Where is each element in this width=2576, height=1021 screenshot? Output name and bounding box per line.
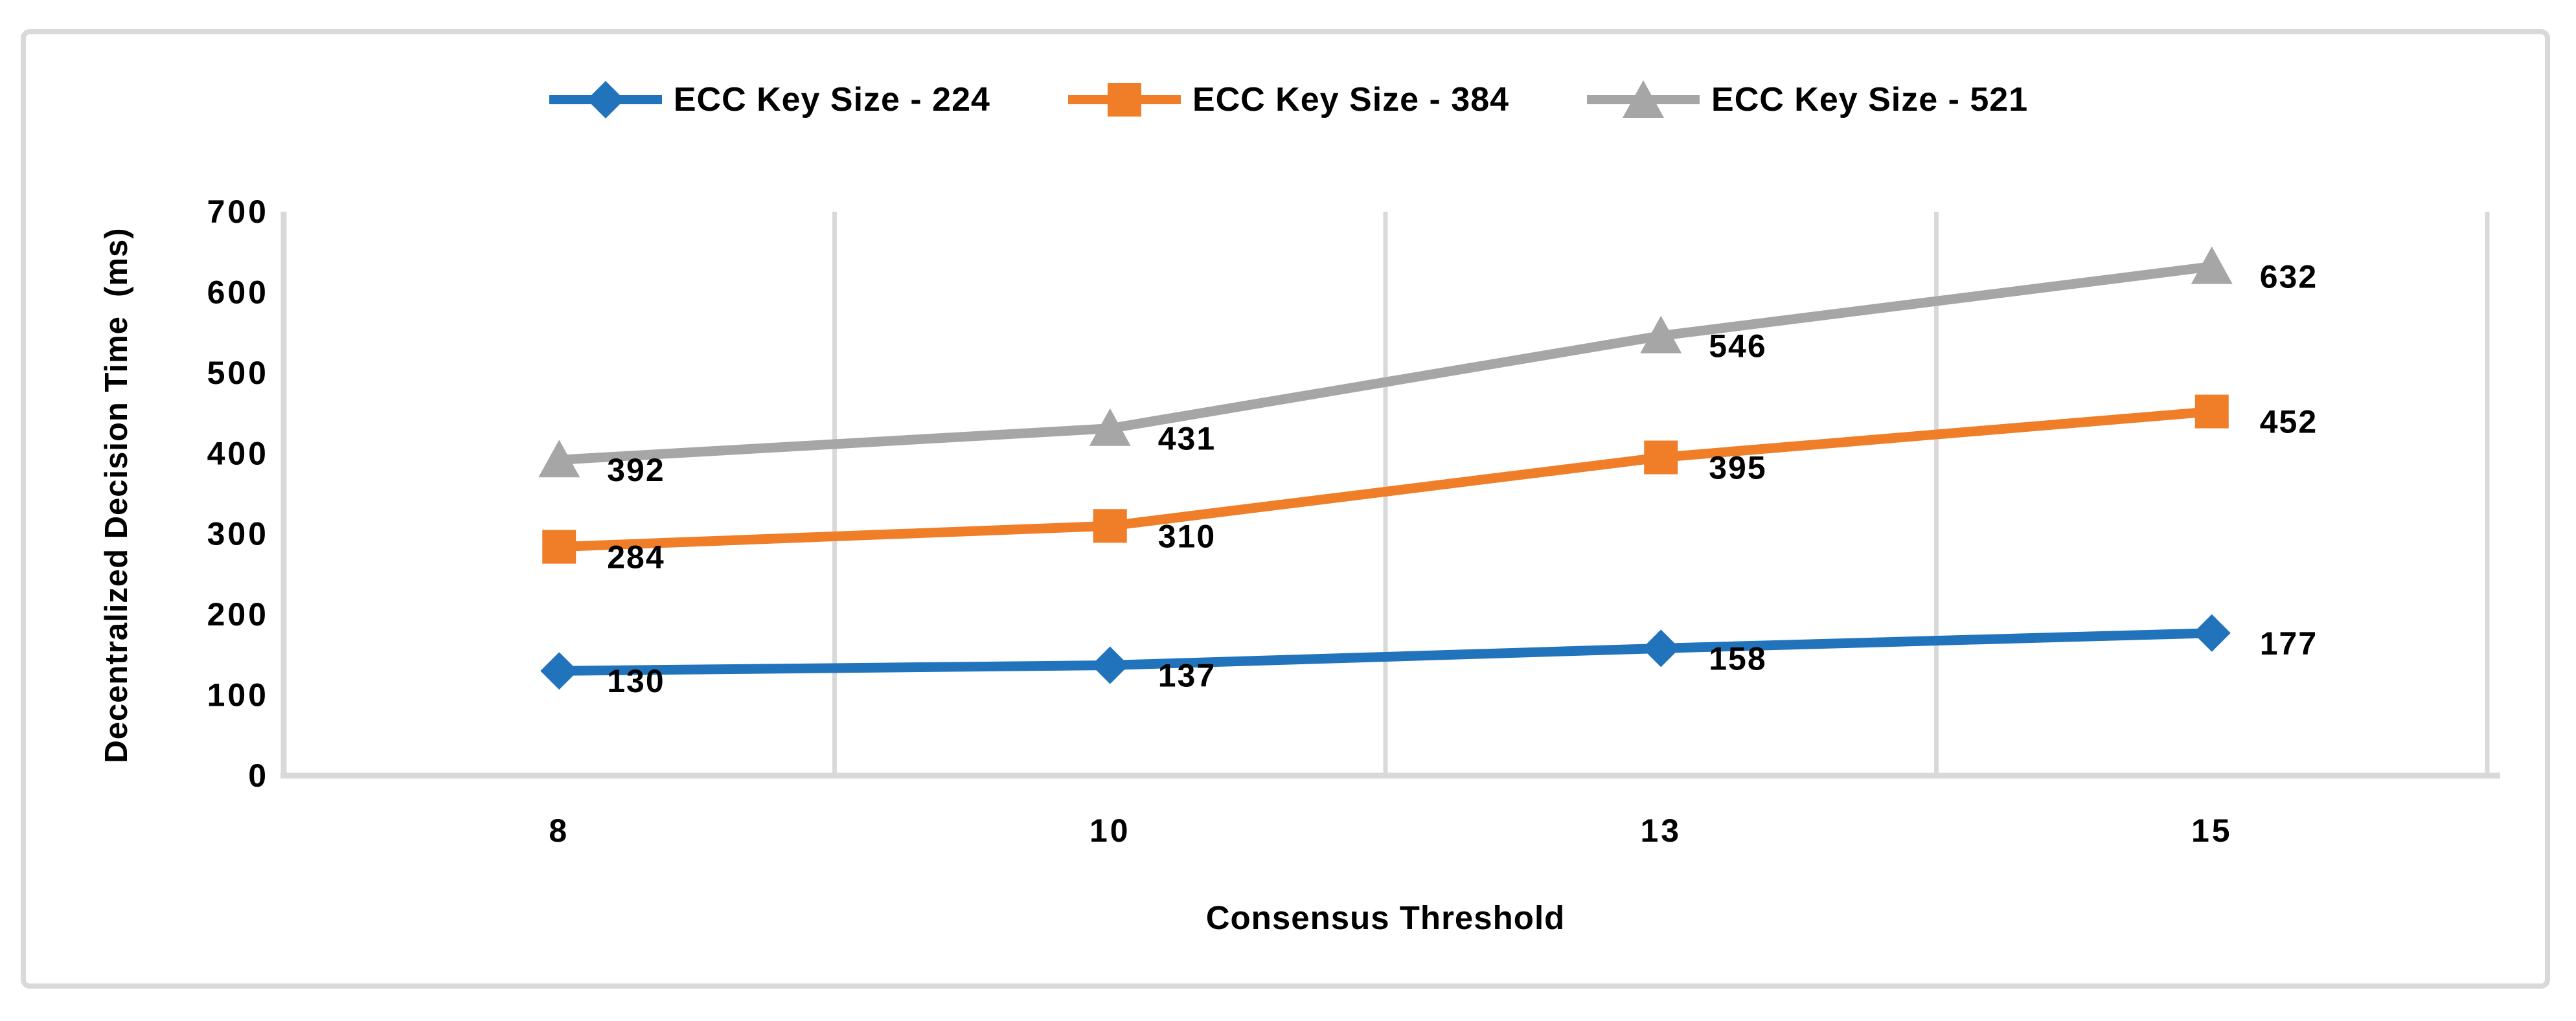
data-point-marker-triangle <box>1640 315 1682 353</box>
x-tick-label: 15 <box>2191 813 2233 849</box>
y-tick-label: 100 <box>207 677 269 713</box>
legend-label: ECC Key Size - 224 <box>673 81 990 118</box>
series-line-ecc-key-size-384 <box>558 407 2213 552</box>
chart-legend: ECC Key Size - 224 ECC Key Size - 384 EC… <box>0 76 2576 123</box>
y-tick-label: 500 <box>207 355 269 391</box>
data-label: 137 <box>1158 658 1216 694</box>
series-line-ecc-key-size-521 <box>558 262 2213 465</box>
data-label: 632 <box>2260 259 2318 295</box>
y-tick-label: 0 <box>248 757 269 794</box>
x-axis-title: Consensus Threshold <box>1205 899 1566 936</box>
y-tick-label: 600 <box>207 274 269 310</box>
data-label: 177 <box>2260 625 2318 662</box>
data-point-marker-triangle <box>2191 246 2233 284</box>
data-point-marker-triangle <box>538 440 580 478</box>
legend-marker-line-square-icon <box>1067 83 1181 117</box>
x-tick-label: 8 <box>549 813 569 849</box>
data-point-marker-triangle <box>1089 408 1131 446</box>
data-label: 158 <box>1709 640 1766 677</box>
data-point-marker-square <box>1644 440 1678 475</box>
y-tick-label: 400 <box>207 435 269 471</box>
legend-label: ECC Key Size - 384 <box>1192 81 1510 118</box>
x-tick-label: 10 <box>1089 813 1131 849</box>
data-label: 310 <box>1158 518 1216 554</box>
y-tick-label: 300 <box>207 516 269 552</box>
legend-item-ecc-384: ECC Key Size - 384 <box>1067 76 1509 123</box>
data-point-marker-square <box>542 530 576 564</box>
legend-marker-line-diamond-icon <box>549 81 662 118</box>
data-label: 130 <box>607 663 665 699</box>
data-point-marker-square <box>1093 509 1127 543</box>
data-point-marker-diamond <box>540 652 578 690</box>
legend-item-ecc-521: ECC Key Size - 521 <box>1586 76 2028 123</box>
legend-item-ecc-224: ECC Key Size - 224 <box>548 76 990 123</box>
data-label: 392 <box>607 452 665 488</box>
y-tick-label: 200 <box>207 596 269 633</box>
data-point-marker-diamond <box>2193 614 2231 652</box>
data-label: 452 <box>2260 404 2318 440</box>
data-label: 284 <box>607 539 665 576</box>
data-label: 546 <box>1709 328 1766 365</box>
data-point-marker-diamond <box>1642 629 1680 668</box>
legend-label: ECC Key Size - 521 <box>1711 81 2029 118</box>
series-line-ecc-key-size-224 <box>559 628 2212 676</box>
data-label: 395 <box>1709 450 1766 486</box>
legend-marker-line-triangle-icon <box>1587 80 1700 118</box>
y-tick-label: 700 <box>207 194 269 230</box>
data-point-marker-square <box>2194 394 2229 429</box>
data-label: 431 <box>1158 421 1216 457</box>
x-tick-label: 13 <box>1640 813 1681 849</box>
data-point-marker-diamond <box>1091 646 1129 684</box>
